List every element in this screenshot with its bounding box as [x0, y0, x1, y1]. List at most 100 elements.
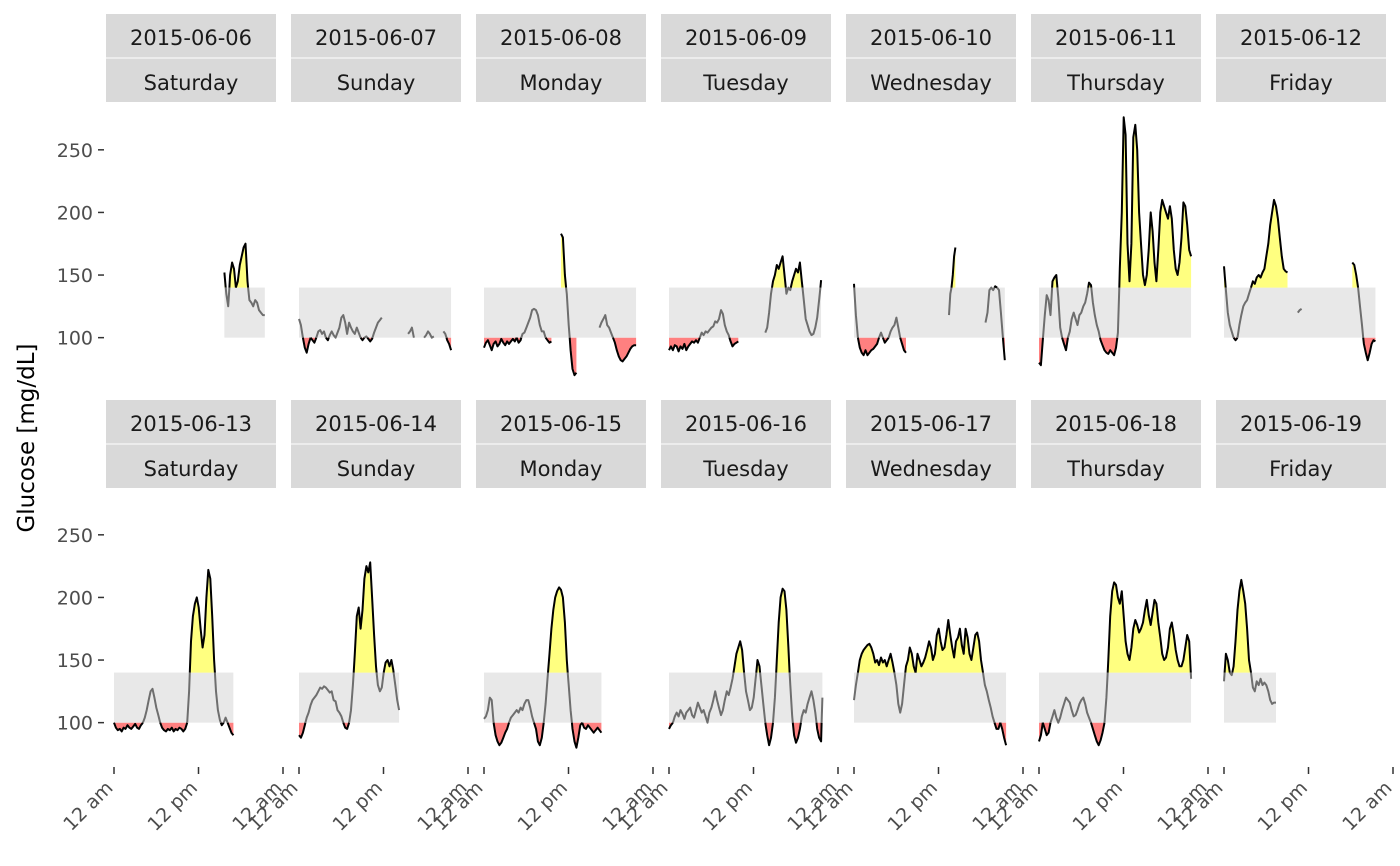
glucose-line-out-of-range [1362, 337, 1376, 362]
glucose-line-in-range [853, 287, 859, 338]
glucose-line-in-range [483, 696, 495, 723]
strip-date-label: 2015-06-17 [870, 412, 992, 436]
glucose-line-out-of-range [382, 659, 395, 673]
glucose-line-out-of-range [1038, 337, 1044, 367]
strip-date-label: 2015-06-15 [500, 412, 622, 436]
glucose-line-in-range [186, 672, 191, 723]
glucose-line-out-of-range [359, 337, 366, 342]
glucose-line-in-range [743, 672, 758, 712]
target-range-band [1224, 287, 1376, 338]
strip-weekday-label: Saturday [144, 71, 239, 95]
glucose-line-in-range [1224, 287, 1235, 338]
glucose-line-out-of-range [568, 337, 578, 377]
glucose-line-out-of-range [1250, 198, 1289, 288]
target-range-band [854, 672, 1007, 723]
glucose-line-in-range [375, 672, 385, 693]
glucose-line-in-range [671, 672, 735, 724]
glucose-line-out-of-range [771, 255, 787, 288]
y-tick-label: 150 [57, 650, 93, 672]
target-range-band [854, 287, 1005, 338]
glucose-line-out-of-range [1223, 652, 1231, 673]
below-target-area [857, 337, 879, 356]
facet-panel: 2015-06-11 Thursday [1031, 14, 1201, 367]
glucose-line-out-of-range [544, 337, 552, 344]
glucose-line-out-of-range [1090, 722, 1106, 747]
strip-date-label: 2015-06-11 [1055, 26, 1177, 50]
glucose-line-out-of-range [1001, 337, 1006, 361]
glucose-line-in-range [298, 318, 304, 338]
y-axis-title: Glucose [mg/dL] [14, 343, 40, 532]
glucose-line-out-of-range [325, 337, 330, 342]
glucose-line-out-of-range [560, 233, 568, 288]
target-range-band [224, 287, 265, 338]
glucose-line-out-of-range [1106, 581, 1192, 673]
strip-weekday-label: Sunday [337, 457, 416, 481]
glucose-line-out-of-range [547, 586, 569, 673]
glucose-line-out-of-range [533, 722, 545, 747]
glucose-line-in-range [1223, 672, 1226, 682]
strip-date-label: 2015-06-12 [1240, 26, 1362, 50]
facet-panel: 2015-06-08 Monday [476, 14, 646, 377]
glucose-line-out-of-range [993, 285, 998, 289]
strip-date-label: 2015-06-16 [685, 412, 807, 436]
glucose-line-out-of-range [819, 280, 823, 288]
strip-weekday-label: Sunday [337, 71, 416, 95]
glucose-line-out-of-range [856, 337, 880, 357]
glucose-line-in-range [315, 329, 327, 339]
strip-date-label: 2015-06-19 [1240, 412, 1362, 436]
glucose-line-in-range [566, 672, 573, 723]
x-tick-label: 12 am [1338, 777, 1396, 835]
strip-weekday-label: Wednesday [870, 71, 992, 95]
glucose-line-out-of-range [581, 722, 603, 734]
glucose-line-out-of-range [904, 646, 917, 673]
glucose-line-out-of-range [899, 337, 907, 354]
glucose-line-out-of-range [1099, 337, 1119, 357]
glucose-line-in-range [327, 314, 362, 339]
glucose-line-out-of-range [668, 722, 674, 730]
below-target-area [765, 722, 773, 746]
glucose-line-in-range [565, 287, 571, 338]
glucose-line-out-of-range [1223, 266, 1227, 288]
glucose-line-in-range [141, 687, 162, 724]
below-target-area [729, 337, 739, 347]
glucose-line-in-range [542, 672, 549, 723]
facet-panel: 2015-06-09 Tuesday [661, 14, 831, 353]
glucose-line-out-of-range [791, 722, 802, 744]
glucose-line-out-of-range [914, 619, 984, 673]
glucose-line-in-range [1056, 287, 1064, 338]
glucose-line-out-of-range [234, 242, 250, 288]
target-range-band [669, 287, 822, 338]
glucose-line-out-of-range [188, 568, 216, 673]
glucose-line-out-of-range [1232, 337, 1239, 342]
glucose-line-in-range [893, 672, 907, 714]
glucose-line-out-of-range [492, 722, 510, 747]
glucose-line-out-of-range [732, 640, 746, 673]
glucose-line-out-of-range [159, 722, 189, 733]
glucose-line-out-of-range [993, 722, 1002, 730]
y-tick-label: 250 [57, 140, 93, 162]
target-range-band [1224, 672, 1276, 723]
glucose-line-out-of-range [445, 337, 453, 351]
glucose-line-in-range [1236, 287, 1252, 338]
x-tick-label: 12 pm [328, 777, 387, 836]
glucose-line-in-range [887, 316, 902, 339]
glucose-line-out-of-range [612, 337, 637, 363]
strip-weekday-label: Thursday [1066, 71, 1165, 95]
strip-date-label: 2015-06-09 [685, 26, 807, 50]
glucose-line-out-of-range [1351, 261, 1360, 288]
facet-panel: 2015-06-18 Thursday [1031, 400, 1201, 747]
glucose-line-in-range [213, 672, 222, 724]
glucose-line-in-range [222, 716, 229, 724]
panels-layer: 2015-06-06Saturday2015-06-07Sunday2015-0… [106, 14, 1386, 749]
glucose-line-in-range [764, 287, 773, 333]
strip-weekday-label: Tuesday [702, 457, 788, 481]
facet-panel: 2015-06-14 Sunday [291, 400, 461, 739]
strip-date-label: 2015-06-06 [130, 26, 252, 50]
facet-panel: 2015-06-12 Friday [1216, 14, 1386, 362]
glucose-line-in-range [1357, 287, 1365, 338]
glucose-line-in-range [772, 672, 778, 723]
above-target-area [1107, 582, 1191, 673]
glucose-line-out-of-range [228, 261, 237, 288]
glucose-line-out-of-range [1041, 722, 1052, 737]
